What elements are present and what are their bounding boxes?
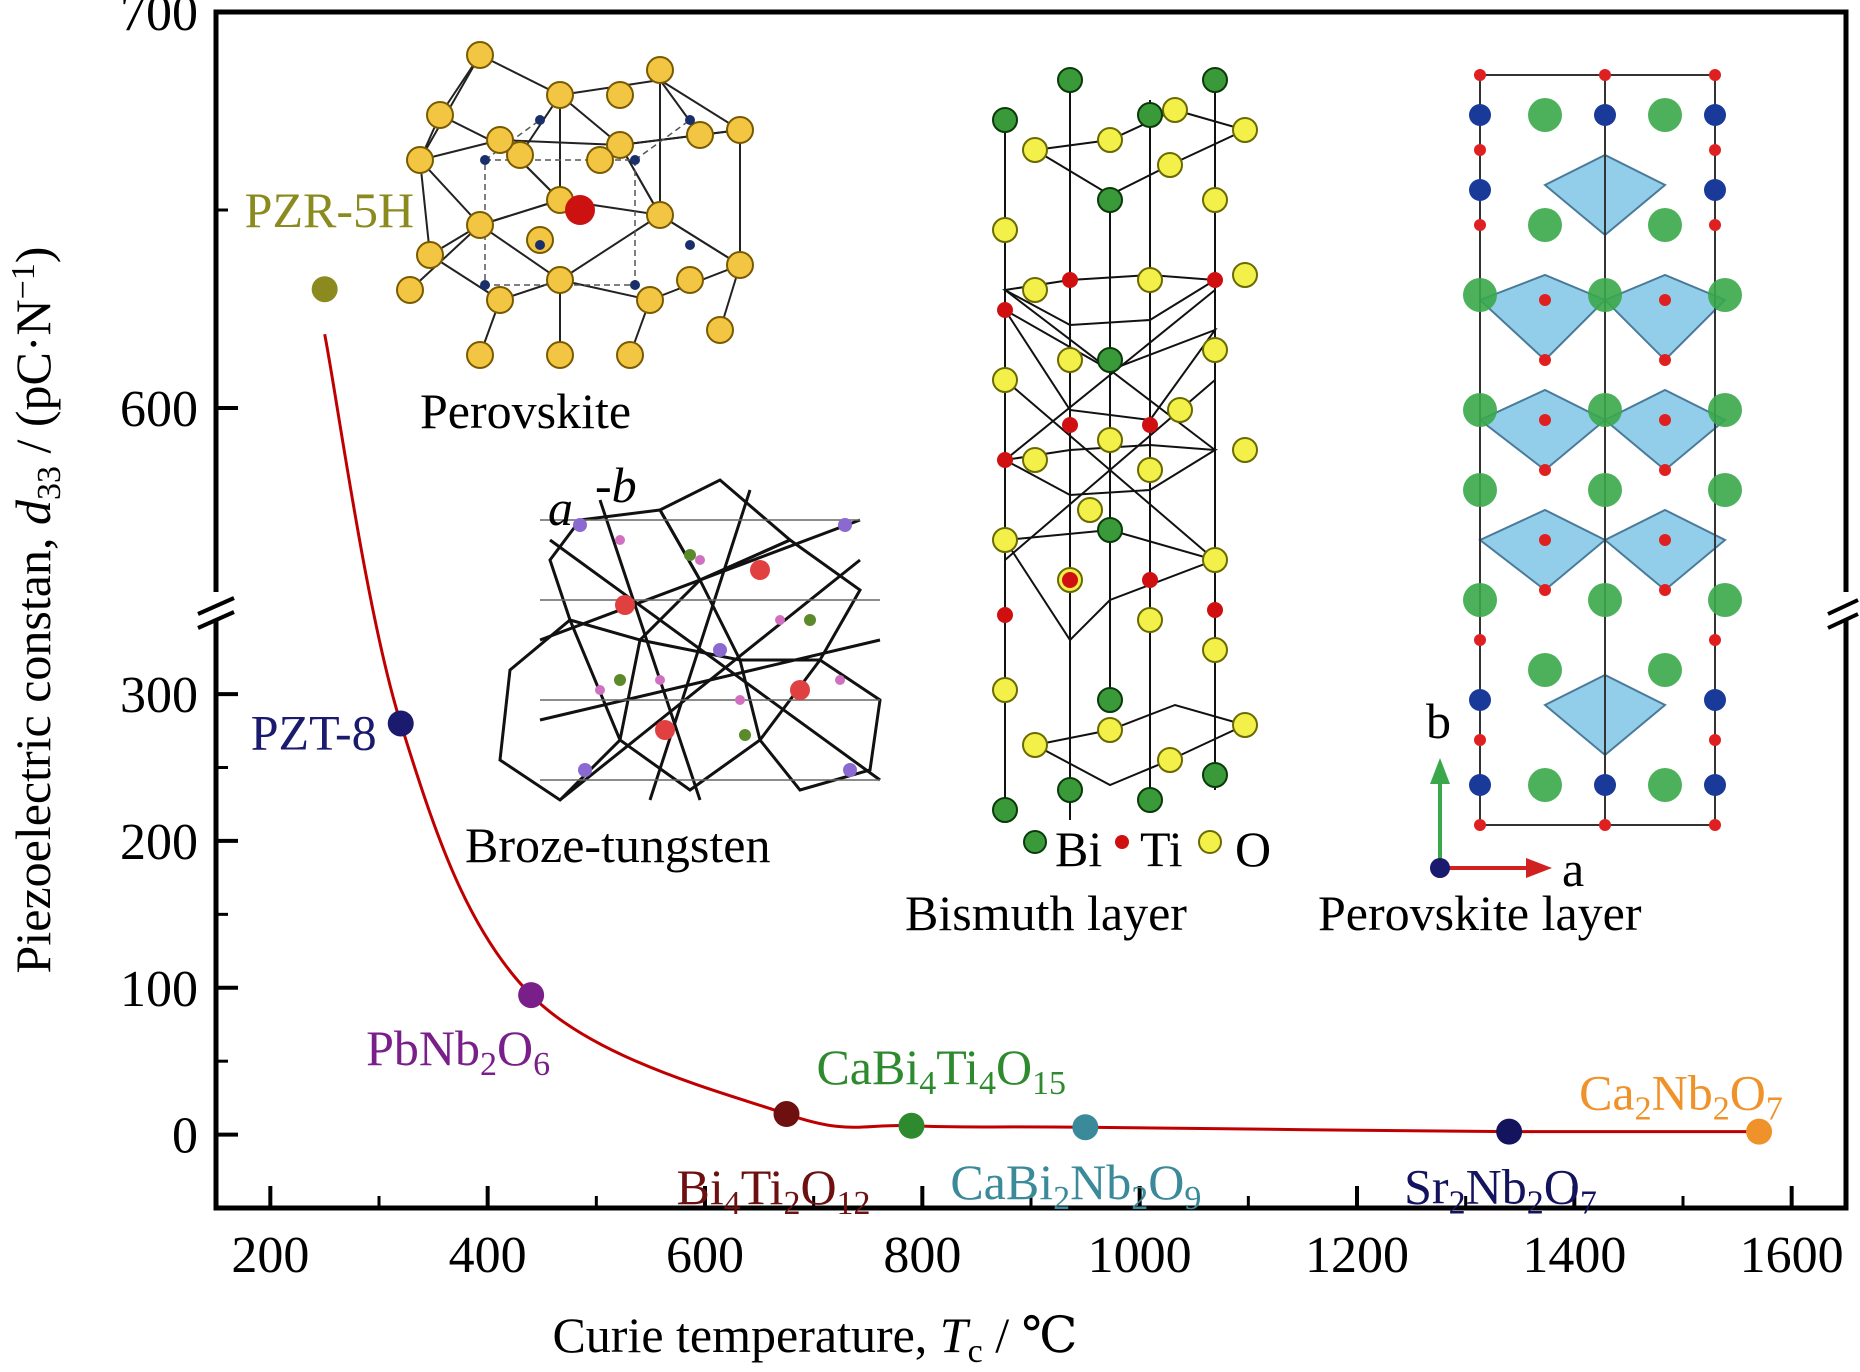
data-labels: PZR-5H PZT-8 PbNb2O6 Bi4Ti2O12 CaBi4Ti4O15 Ca… — [245, 182, 1783, 1222]
perovskite-layer-label: Perovskite layer — [1318, 885, 1642, 941]
y-tick-label-100: 100 — [120, 961, 198, 1018]
y-tick-label-600: 600 — [120, 381, 198, 438]
perovskite-structure-illustration — [396, 41, 754, 369]
x-axis: 200 400 600 800 1000 1200 1400 1600 — [231, 1186, 1844, 1284]
point-label-1: PZT-8 — [251, 704, 377, 760]
point-label-2: PbNb2O6 — [366, 1020, 550, 1083]
tungsten-bronze-structure-illustration — [498, 478, 882, 802]
data-point-4 — [898, 1112, 925, 1139]
legend-bi: Bi — [1055, 821, 1102, 877]
x-tick-label-1200: 1200 — [1305, 1227, 1409, 1284]
axis-arrows-icon — [1430, 758, 1552, 878]
x-tick-label-1400: 1400 — [1522, 1227, 1626, 1284]
point-label-4: CaBi4Ti4O15 — [816, 1039, 1066, 1102]
data-points — [311, 276, 1773, 1145]
axis-break-right — [1827, 592, 1859, 630]
broze-a-letter: a — [548, 480, 573, 536]
point-label-3: Bi4Ti2O12 — [677, 1159, 871, 1222]
layer-a-letter: a — [1562, 841, 1584, 897]
data-point-6 — [1496, 1118, 1523, 1145]
point-label-5: CaBi2Nb2O9 — [950, 1154, 1201, 1217]
x-tick-label-200: 200 — [231, 1227, 309, 1284]
data-point-2 — [518, 982, 545, 1009]
legend-ti: Ti — [1140, 821, 1183, 877]
y-tick-label-700: 700 — [120, 0, 198, 42]
data-point-3 — [773, 1101, 800, 1128]
data-point-0 — [311, 276, 338, 303]
y-tick-label-300: 300 — [120, 667, 198, 724]
x-tick-label-800: 800 — [883, 1227, 961, 1284]
perovskite-layer-structure-illustration — [1430, 69, 1742, 878]
x-tick-label-600: 600 — [666, 1227, 744, 1284]
x-axis-title: Curie temperature, Tc / ℃ — [552, 1307, 1077, 1370]
point-label-0: PZR-5H — [245, 182, 414, 238]
y-axis: 0 100 200 300 600 700 — [120, 0, 238, 1210]
layer-b-letter: b — [1426, 693, 1451, 749]
broze-b-letter: -b — [595, 457, 637, 513]
o-legend-marker — [1198, 830, 1222, 854]
x-tick-label-1000: 1000 — [1088, 1227, 1192, 1284]
bismuth-layer-label: Bismuth layer — [905, 885, 1187, 941]
y-tick-label-200: 200 — [120, 814, 198, 871]
legend-o: O — [1235, 821, 1271, 877]
axis-break-left — [197, 592, 235, 630]
bi-legend-marker — [1023, 830, 1047, 854]
x-tick-label-400: 400 — [449, 1227, 527, 1284]
y-axis-title: Piezoelectric constan, d33 / (pC·N−1) — [5, 247, 68, 974]
y-tick-label-0: 0 — [172, 1108, 198, 1165]
point-label-7: Ca2Nb2O7 — [1579, 1065, 1783, 1128]
point-label-6: Sr2Nb2O7 — [1404, 1159, 1597, 1222]
broze-tungsten-label: Broze-tungsten — [465, 817, 770, 873]
data-point-5 — [1072, 1114, 1099, 1141]
perovskite-label: Perovskite — [420, 383, 631, 439]
bismuth-layer-structure-illustration — [992, 67, 1258, 854]
data-point-1 — [387, 710, 414, 737]
data-point-7 — [1746, 1118, 1773, 1145]
x-tick-label-1600: 1600 — [1740, 1227, 1844, 1284]
ti-legend-marker — [1115, 835, 1129, 849]
